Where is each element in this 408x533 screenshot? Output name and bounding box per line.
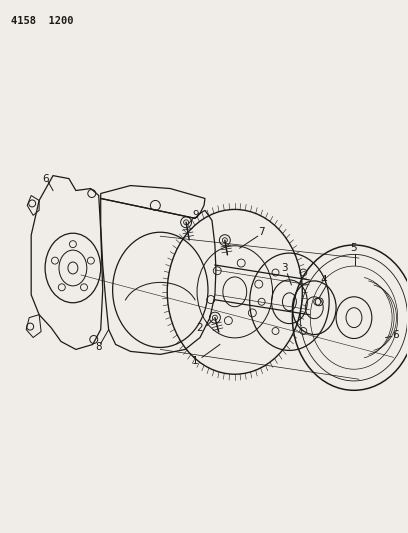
Text: 4158  1200: 4158 1200: [11, 15, 74, 26]
Text: 4: 4: [321, 275, 328, 285]
Text: 6: 6: [392, 329, 399, 340]
Text: 6: 6: [42, 174, 49, 183]
Text: 1: 1: [192, 357, 198, 366]
Text: 3: 3: [281, 263, 288, 273]
Text: 7: 7: [258, 227, 265, 237]
Text: 5: 5: [350, 243, 357, 253]
Text: 8: 8: [95, 342, 102, 352]
Text: 9: 9: [193, 211, 200, 220]
Text: 2: 2: [197, 322, 203, 333]
